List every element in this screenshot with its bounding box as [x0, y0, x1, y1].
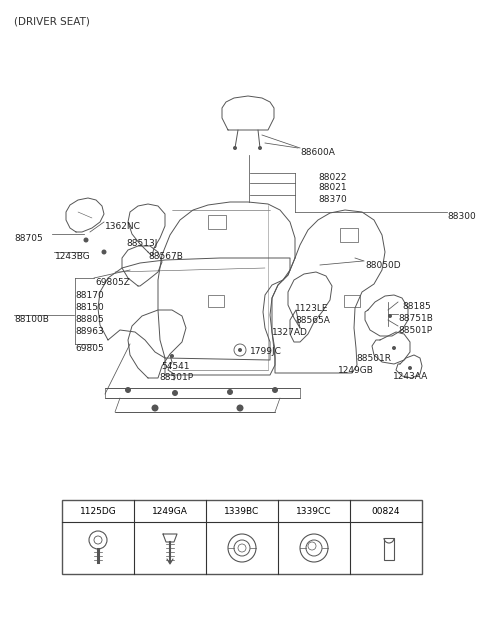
Circle shape: [392, 346, 396, 350]
Circle shape: [388, 314, 392, 318]
Text: 1249GA: 1249GA: [152, 506, 188, 516]
Circle shape: [172, 390, 178, 396]
Text: 1249GB: 1249GB: [338, 366, 374, 375]
Text: 88170: 88170: [75, 291, 104, 300]
Bar: [340, 228, 358, 242]
Text: 1125DG: 1125DG: [80, 506, 116, 516]
Circle shape: [237, 404, 243, 412]
Text: 1243BG: 1243BG: [55, 252, 91, 261]
Text: 88805: 88805: [75, 315, 104, 324]
Bar: [208, 295, 224, 307]
Text: 88150: 88150: [75, 303, 104, 312]
Text: 88513J: 88513J: [126, 239, 157, 248]
Text: (DRIVER SEAT): (DRIVER SEAT): [14, 16, 90, 26]
Text: 88100B: 88100B: [14, 315, 49, 324]
Bar: [384, 538, 394, 560]
Text: 54541: 54541: [162, 362, 190, 371]
Circle shape: [233, 146, 237, 150]
Text: 88600A: 88600A: [300, 148, 335, 157]
Text: 1339CC: 1339CC: [296, 506, 332, 516]
Bar: [208, 215, 226, 229]
Circle shape: [272, 387, 278, 393]
Text: 1327AD: 1327AD: [272, 328, 308, 337]
Text: 88300: 88300: [447, 212, 476, 221]
Text: 88501P: 88501P: [398, 326, 432, 335]
Text: 1362NC: 1362NC: [105, 222, 141, 231]
Circle shape: [258, 146, 262, 150]
Text: 88963: 88963: [75, 327, 104, 336]
Text: 69805: 69805: [75, 344, 104, 353]
Text: 88751B: 88751B: [398, 314, 433, 323]
Text: 88501R: 88501R: [356, 354, 391, 363]
Circle shape: [170, 354, 174, 358]
Text: 88567B: 88567B: [148, 252, 183, 261]
Text: 1799JC: 1799JC: [250, 347, 282, 356]
Bar: [62, 500, 422, 574]
Text: 88050D: 88050D: [365, 261, 401, 270]
Circle shape: [125, 387, 131, 393]
Circle shape: [227, 389, 233, 395]
Circle shape: [408, 366, 412, 370]
Text: 88705: 88705: [14, 234, 43, 243]
Text: 88185: 88185: [402, 302, 431, 311]
Text: 1339BC: 1339BC: [224, 506, 260, 516]
Text: 1243AA: 1243AA: [393, 372, 428, 381]
Text: 88565A: 88565A: [295, 316, 330, 325]
Text: 88021: 88021: [318, 183, 347, 192]
Text: 00824: 00824: [372, 506, 400, 516]
Circle shape: [152, 404, 158, 412]
Circle shape: [101, 249, 107, 254]
Text: 1123LE: 1123LE: [295, 304, 328, 313]
Bar: [344, 295, 360, 307]
Text: 69805Z: 69805Z: [95, 278, 130, 287]
Circle shape: [84, 238, 88, 243]
Text: 88501P: 88501P: [159, 373, 193, 382]
Text: 88022: 88022: [318, 173, 347, 182]
Circle shape: [238, 348, 242, 352]
Text: 88370: 88370: [318, 195, 347, 204]
